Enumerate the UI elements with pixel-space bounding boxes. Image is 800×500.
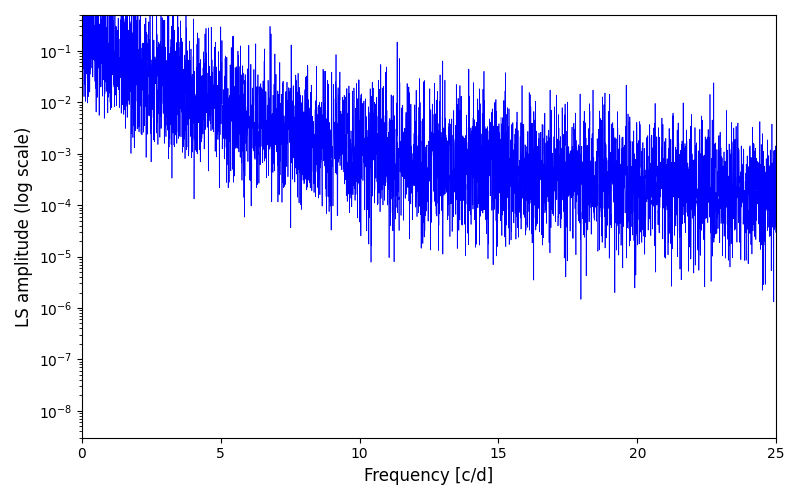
Y-axis label: LS amplitude (log scale): LS amplitude (log scale) xyxy=(15,126,33,326)
X-axis label: Frequency [c/d]: Frequency [c/d] xyxy=(364,467,494,485)
